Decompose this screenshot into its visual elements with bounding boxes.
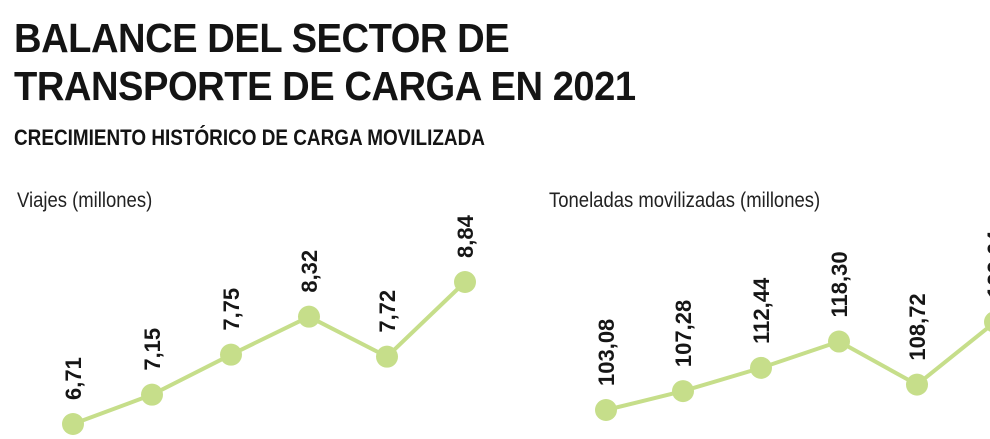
- viajes-data-label: 8,84: [453, 214, 478, 258]
- toneladas-data-label: 122,64: [983, 230, 990, 298]
- toneladas-data-label: 112,44: [749, 277, 774, 344]
- toneladas-data-point: [595, 399, 617, 421]
- viajes-data-label: 7,15: [140, 328, 165, 371]
- toneladas-data-point: [672, 380, 694, 403]
- toneladas-data-label: 108,72: [905, 293, 930, 360]
- viajes-data-label: 6,71: [61, 357, 86, 400]
- viajes-data-point: [220, 343, 242, 366]
- toneladas-data-point: [750, 356, 772, 379]
- toneladas-series-line: [605, 323, 990, 412]
- page-subtitle: CRECIMIENTO HISTÓRICO DE CARGA MOVILIZAD…: [14, 125, 485, 150]
- viajes-data-point: [141, 383, 163, 406]
- viajes-data-point: [62, 413, 84, 435]
- page-title: BALANCE DEL SECTOR DE TRANSPORTE DE CARG…: [14, 15, 636, 109]
- toneladas-data-label: 118,30: [827, 251, 852, 317]
- viajes-data-label: 8,32: [297, 250, 322, 293]
- viajes-data-point: [454, 271, 476, 293]
- viajes-chart-title: Viajes (millones): [17, 189, 153, 212]
- toneladas-line-chart: 103,08 107,28 112,44 118,30 108,72 122,64: [594, 230, 990, 421]
- toneladas-data-point: [984, 312, 990, 332]
- viajes-series-line: [72, 280, 467, 426]
- viajes-data-point: [376, 345, 398, 368]
- toneladas-data-point: [828, 330, 850, 353]
- toneladas-chart-title: Toneladas movilizadas (millones): [549, 189, 821, 212]
- toneladas-data-label: 107,28: [671, 300, 696, 367]
- viajes-data-point: [298, 305, 320, 328]
- toneladas-data-point: [906, 373, 928, 396]
- viajes-line-chart: 6,71 7,15 7,75 8,32 7,72 8,84: [61, 214, 478, 435]
- viajes-data-label: 7,75: [219, 288, 244, 331]
- viajes-data-label: 7,72: [375, 290, 400, 333]
- toneladas-data-label: 103,08: [594, 319, 619, 386]
